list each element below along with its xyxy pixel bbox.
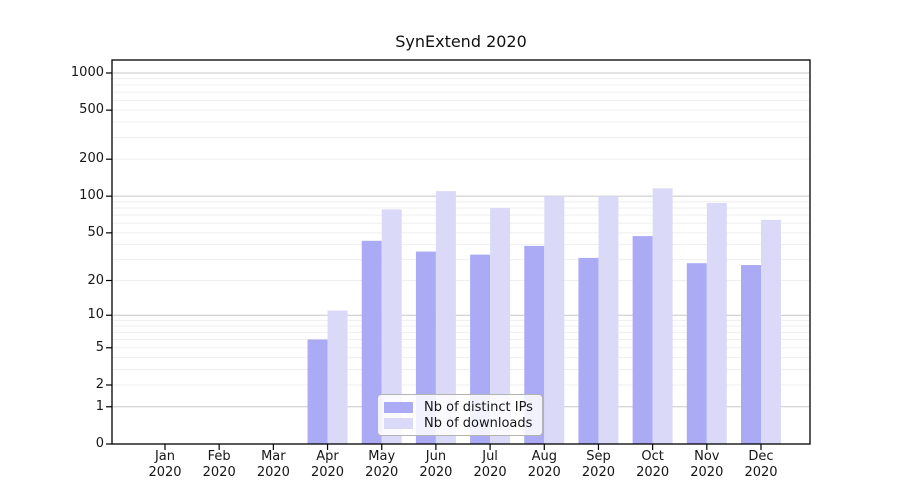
bar-nb-of-downloads-sep (598, 196, 619, 444)
legend-swatch-distinct-ips (384, 401, 413, 413)
bar-nb-of-distinct-ips-may (361, 240, 382, 444)
x-tick-label-apr: Apr 2020 (310, 449, 345, 480)
y-tick-label-50: 50 (87, 224, 104, 240)
y-tick-label-100: 100 (79, 188, 104, 204)
legend-entry-distinct-ips: Nb of distinct IPs (384, 400, 536, 415)
bar-nb-of-distinct-ips-apr (307, 339, 328, 444)
legend-label-downloads: Nb of downloads (424, 415, 533, 431)
bar-nb-of-downloads-jun (435, 191, 456, 444)
x-tick-label-feb: Feb 2020 (202, 449, 236, 480)
y-tick-label-5: 5 (95, 339, 104, 355)
bar-nb-of-distinct-ips-dec (741, 265, 761, 444)
x-tick-label-oct: Oct 2020 (636, 449, 670, 480)
x-tick-label-jun: Jun 2020 (419, 449, 453, 480)
x-tick-label-sep: Sep 2020 (581, 449, 615, 480)
bar-nb-of-downloads-oct (652, 188, 673, 444)
bar-nb-of-downloads-nov (706, 202, 727, 444)
y-tick-label-10: 10 (87, 307, 104, 323)
bar-nb-of-downloads-apr (327, 310, 348, 444)
y-tick-label-0: 0 (95, 436, 104, 451)
legend: Nb of distinct IPs Nb of downloads (377, 394, 543, 436)
y-tick-label-20: 20 (87, 272, 104, 288)
legend-swatch-downloads (384, 417, 413, 429)
x-tick-label-may: May 2020 (365, 449, 399, 480)
y-tick-label-500: 500 (79, 102, 104, 118)
bar-nb-of-downloads-dec (761, 219, 781, 444)
legend-label-distinct-ips: Nb of distinct IPs (424, 399, 533, 415)
legend-entry-downloads: Nb of downloads (384, 416, 536, 431)
bar-nb-of-distinct-ips-nov (686, 263, 707, 444)
x-tick-label-mar: Mar 2020 (256, 449, 290, 480)
y-tick-label-2: 2 (95, 377, 104, 392)
plot-frame (111, 59, 811, 445)
y-tick-label-1: 1 (95, 398, 104, 414)
x-tick-label-aug: Aug 2020 (527, 449, 561, 480)
x-tick-label-dec: Dec 2020 (744, 449, 778, 480)
x-tick-label-jul: Jul 2020 (473, 449, 507, 480)
y-tick-label-200: 200 (79, 151, 104, 167)
chart-title: SynExtend 2020 (395, 32, 527, 51)
bar-nb-of-downloads-aug (544, 196, 565, 444)
bar-nb-of-downloads-jul (490, 208, 511, 444)
x-tick-label-nov: Nov 2020 (690, 449, 724, 480)
bar-nb-of-distinct-ips-sep (578, 257, 599, 444)
y-tick-label-1000: 1000 (70, 65, 104, 80)
bar-nb-of-distinct-ips-oct (632, 236, 653, 444)
x-tick-label-jan: Jan 2020 (148, 449, 182, 480)
bar-nb-of-downloads-may (381, 209, 402, 444)
